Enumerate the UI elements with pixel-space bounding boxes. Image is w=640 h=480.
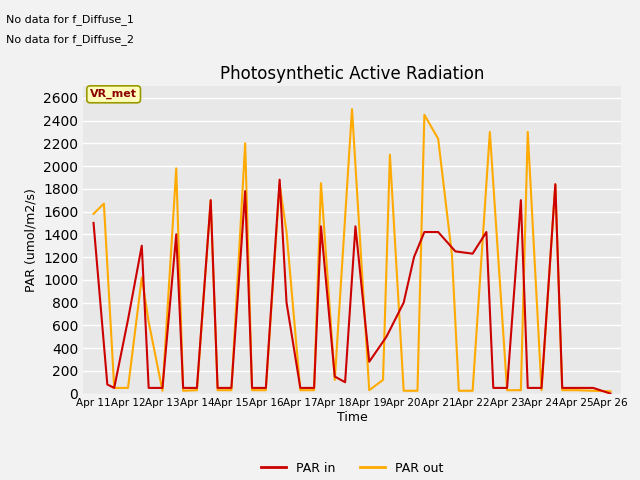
- Title: Photosynthetic Active Radiation: Photosynthetic Active Radiation: [220, 65, 484, 84]
- Text: No data for f_Diffuse_1: No data for f_Diffuse_1: [6, 14, 134, 25]
- Text: VR_met: VR_met: [90, 89, 137, 99]
- Y-axis label: PAR (umol/m2/s): PAR (umol/m2/s): [24, 188, 38, 292]
- Text: No data for f_Diffuse_2: No data for f_Diffuse_2: [6, 34, 134, 45]
- X-axis label: Time: Time: [337, 411, 367, 424]
- Legend: PAR in, PAR out: PAR in, PAR out: [255, 456, 449, 480]
